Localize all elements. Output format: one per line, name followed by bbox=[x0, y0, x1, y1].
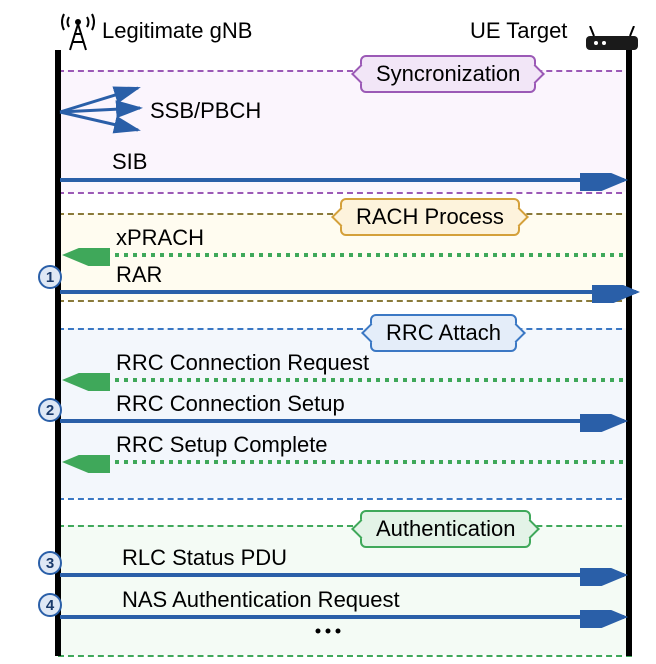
ue-label: UE Target bbox=[470, 18, 567, 44]
phase-sync-label: Syncronization bbox=[360, 55, 536, 93]
msg-rrc-setup: RRC Connection Setup bbox=[116, 391, 345, 417]
msg-sib: SIB bbox=[112, 149, 147, 175]
seq-num-4: 4 bbox=[38, 593, 62, 617]
phase-rrc-label: RRC Attach bbox=[370, 314, 517, 352]
continuation-dots bbox=[313, 624, 343, 652]
msg-rrc-req: RRC Connection Request bbox=[116, 350, 369, 376]
gnb-label: Legitimate gNB bbox=[102, 18, 252, 44]
dashed-border bbox=[58, 655, 632, 657]
seq-num-1: 1 bbox=[38, 265, 62, 289]
phase-rach-label: RACH Process bbox=[340, 198, 520, 236]
seq-num-3: 3 bbox=[38, 551, 62, 575]
dashed-border bbox=[58, 525, 632, 527]
dashed-border bbox=[58, 328, 632, 330]
dashed-border bbox=[58, 70, 632, 72]
broadcast-arrows bbox=[58, 82, 148, 142]
antenna-icon bbox=[58, 8, 98, 57]
ue-lifeline bbox=[626, 50, 632, 656]
seq-num-2: 2 bbox=[38, 398, 62, 422]
sequence-diagram: Legitimate gNB UE Target Syncronization … bbox=[0, 0, 656, 664]
dashed-border bbox=[58, 192, 632, 194]
msg-rlc-status: RLC Status PDU bbox=[122, 545, 287, 571]
msg-rrc-complete: RRC Setup Complete bbox=[116, 432, 328, 458]
msg-rar: RAR bbox=[116, 262, 162, 288]
msg-ssb-pbch: SSB/PBCH bbox=[150, 98, 261, 124]
ue-device-icon bbox=[582, 26, 642, 61]
msg-nas-auth: NAS Authentication Request bbox=[122, 587, 400, 613]
dashed-border bbox=[58, 498, 632, 500]
msg-xprach: xPRACH bbox=[116, 225, 204, 251]
arrow-sib bbox=[58, 173, 640, 191]
phase-auth-label: Authentication bbox=[360, 510, 531, 548]
